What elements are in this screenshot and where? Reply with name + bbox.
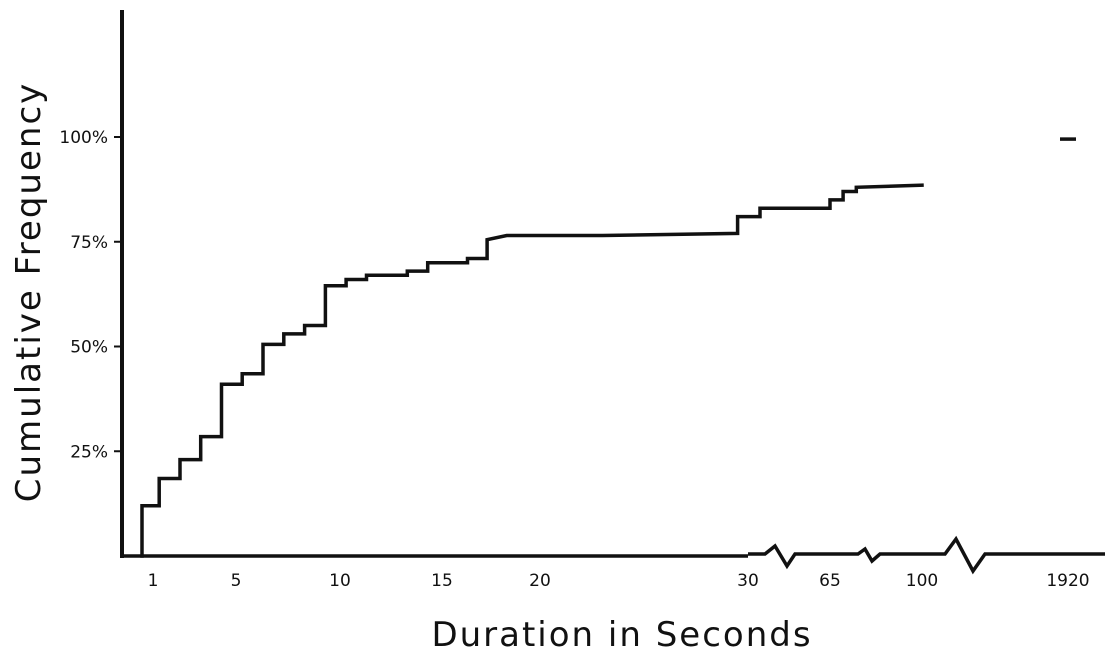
x-tick-label: 20 bbox=[529, 571, 551, 591]
series bbox=[140, 137, 1076, 558]
x-tick-label: 1920 bbox=[1046, 571, 1089, 591]
x-axis-line bbox=[120, 535, 1105, 575]
x-tick-label: 5 bbox=[231, 571, 242, 591]
x-tick-label: 65 bbox=[819, 571, 841, 591]
cumulative-step-line bbox=[140, 183, 924, 558]
y-tick-label: 25% bbox=[70, 442, 108, 462]
x-tick-label: 10 bbox=[329, 571, 351, 591]
x-tick-label: 15 bbox=[431, 571, 453, 591]
y-tick-label: 75% bbox=[70, 233, 108, 253]
ticks: 25%50%75%100%1 5 10 15 20 30 65 100 1920 bbox=[59, 128, 1089, 591]
axes bbox=[120, 10, 1105, 575]
y-tick-label: 100% bbox=[59, 128, 108, 148]
x-tick-label: 100 bbox=[906, 571, 938, 591]
y-axis-title: Cumulative Frequency bbox=[9, 82, 49, 503]
y-tick-label: 50% bbox=[70, 338, 108, 358]
x-tick-label: 1 bbox=[148, 571, 159, 591]
x-tick-label: 30 bbox=[737, 571, 759, 591]
x-axis-title: Duration in Seconds bbox=[431, 615, 812, 652]
